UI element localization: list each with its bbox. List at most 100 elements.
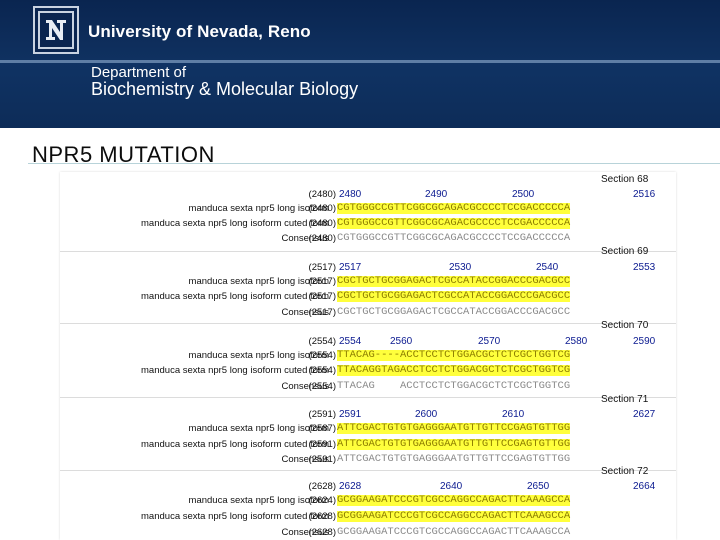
- position-number: 2570: [478, 336, 501, 347]
- position-row: (2517) 2517 2530 2540 2553: [60, 262, 676, 273]
- sequence-label: manduca sexta npr5 long isoform cuted fo…: [141, 218, 329, 229]
- consensus-label: Consensus: [281, 381, 329, 392]
- alignment-section: Section 69 (2517) 2517 2530 2540 2553 ma…: [60, 246, 676, 323]
- sequence-row: manduca sexta npr5 long isoform cuted fo…: [60, 291, 676, 302]
- section-label: Section 68: [601, 174, 649, 185]
- department-line-1: Department of: [91, 64, 187, 81]
- position-number: 2627: [633, 409, 656, 420]
- department-line-2: Biochemistry & Molecular Biology: [91, 79, 359, 99]
- sequence-label: manduca sexta npr5 long isoform: [188, 350, 329, 361]
- university-name: University of Nevada, Reno: [88, 22, 311, 41]
- position-number: 2628: [339, 481, 362, 492]
- row-start-number: (2517): [308, 291, 336, 302]
- header-banner: University of Nevada, Reno Department of…: [0, 0, 720, 128]
- sequence-label: manduca sexta npr5 long isoform cuted fo…: [141, 511, 329, 522]
- consensus-residues: GCGGAAGATCCCGTCGCCAGGCCAGACTTCAAAGCCA: [337, 526, 571, 538]
- row-start-number: (2624): [308, 495, 336, 506]
- consensus-row: Consensus (2517) CGCTGCTGCGGAGACTCGCCATA…: [60, 306, 676, 319]
- alignment-section: Section 68 (2480) 2480 2490 2500 2516 ma…: [60, 174, 676, 251]
- sequence-residues: CGTGGGCCGTTCGGCGCAGACGCCCCTCCGACCCCCA: [337, 217, 571, 229]
- consensus-label: Consensus: [281, 527, 329, 538]
- sequence-label: manduca sexta npr5 long isoform: [188, 203, 329, 214]
- section-label: Section 71: [601, 394, 649, 405]
- row-start-number: (2591): [308, 454, 336, 465]
- slide-title: NPR5 MUTATION: [32, 142, 215, 167]
- sequence-row: manduca sexta npr5 long isoform cuted fo…: [60, 439, 676, 450]
- row-start-number: (2591): [308, 439, 336, 450]
- sequence-residues: TTACAGGTAGACCTCCTCTGGACGCTCTCGCTGGTCG: [337, 364, 571, 376]
- position-number: 2600: [415, 409, 438, 420]
- consensus-row: Consensus (2480) CGTGGGCCGTTCGGCGCAGACGC…: [60, 232, 676, 245]
- sequence-row: manduca sexta npr5 long isoform (2587) A…: [60, 423, 676, 434]
- sequence-row: manduca sexta npr5 long isoform (2517) C…: [60, 276, 676, 287]
- sequence-row: manduca sexta npr5 long isoform cuted fo…: [60, 365, 676, 376]
- row-start-number: (2587): [308, 423, 336, 434]
- sequence-alignment-panel: Section 68 (2480) 2480 2490 2500 2516 ma…: [60, 172, 676, 540]
- position-number: 2490: [425, 189, 448, 200]
- position-number: 2650: [527, 481, 550, 492]
- row-start-number: (2554): [308, 350, 336, 361]
- sequence-residues: ATTCGACTGTGTGAGGGAATGTTGTTCCGAGTGTTGG: [337, 438, 571, 450]
- sequence-residues: CGCTGCTGCGGAGACTCGCCATACCGGACCCGACGCC: [337, 275, 571, 287]
- row-start-number: (2628): [308, 481, 336, 492]
- banner-top-band: [0, 0, 720, 60]
- position-number: 2554: [339, 336, 362, 347]
- position-row: (2554) 2554 2560 2570 2580 2590: [60, 336, 676, 347]
- sequence-label: manduca sexta npr5 long isoform cuted fo…: [141, 439, 329, 450]
- sequence-row: manduca sexta npr5 long isoform (2554) T…: [60, 350, 676, 361]
- position-row: (2591) 2591 2600 2610 2627: [60, 409, 676, 420]
- row-start-number: (2554): [308, 381, 336, 392]
- row-start-number: (2554): [308, 365, 336, 376]
- row-start-number: (2480): [308, 233, 336, 244]
- banner-divider: [0, 60, 720, 63]
- sequence-residues: ATTCGACTGTGTGAGGGAATGTTGTTCCGAGTGTTGG: [337, 422, 571, 434]
- university-n-logo-icon: [33, 6, 79, 54]
- alignment-section: Section 71 (2591) 2591 2600 2610 2627 ma…: [60, 394, 676, 471]
- section-label: Section 69: [601, 246, 649, 257]
- alignment-section: Section 72 (2628) 2628 2640 2650 2664 ma…: [60, 466, 676, 540]
- consensus-label: Consensus: [281, 233, 329, 244]
- consensus-row: Consensus (2554) TTACAG ACCTCCTCTGGACGCT…: [60, 380, 676, 393]
- position-number: 2553: [633, 262, 656, 273]
- consensus-residues: CGCTGCTGCGGAGACTCGCCATACCGGACCCGACGCC: [337, 306, 571, 318]
- sequence-label: manduca sexta npr5 long isoform: [188, 495, 329, 506]
- alignment-section: Section 70 (2554) 2554 2560 2570 2580 25…: [60, 320, 676, 397]
- position-number: 2530: [449, 262, 472, 273]
- consensus-residues: TTACAG ACCTCCTCTGGACGCTCTCGCTGGTCG: [337, 380, 571, 392]
- position-number: 2480: [339, 189, 362, 200]
- position-number: 2664: [633, 481, 656, 492]
- consensus-label: Consensus: [281, 454, 329, 465]
- position-row: (2480) 2480 2490 2500 2516: [60, 189, 676, 200]
- position-number: 2560: [390, 336, 413, 347]
- sequence-residues: GCGGAAGATCCCGTCGCCAGGCCAGACTTCAAAGCCA: [337, 494, 571, 506]
- row-start-number: (2554): [308, 336, 336, 347]
- consensus-row: Consensus (2591) ATTCGACTGTGTGAGGGAATGTT…: [60, 454, 676, 466]
- title-underline: [28, 163, 720, 164]
- sequence-residues: CGTGGGCCGTTCGGCGCAGACGCCCCTCCGACCCCCA: [337, 202, 571, 214]
- position-number: 2517: [339, 262, 362, 273]
- position-number: 2516: [633, 189, 656, 200]
- sequence-residues: GCGGAAGATCCCGTCGCCAGGCCAGACTTCAAAGCCA: [337, 510, 571, 522]
- consensus-residues: CGTGGGCCGTTCGGCGCAGACGCCCCTCCGACCCCCA: [337, 232, 571, 244]
- row-start-number: (2628): [308, 527, 336, 538]
- sequence-residues: CGCTGCTGCGGAGACTCGCCATACCGGACCCGACGCC: [337, 290, 571, 302]
- sequence-label: manduca sexta npr5 long isoform cuted fo…: [141, 291, 329, 302]
- section-divider: [60, 251, 676, 252]
- position-number: 2500: [512, 189, 535, 200]
- row-start-number: (2517): [308, 262, 336, 273]
- row-start-number: (2517): [308, 307, 336, 318]
- sequence-label: manduca sexta npr5 long isoform: [188, 276, 329, 287]
- position-number: 2540: [536, 262, 559, 273]
- row-start-number: (2517): [308, 276, 336, 287]
- row-start-number: (2480): [308, 189, 336, 200]
- sequence-row: manduca sexta npr5 long isoform cuted fo…: [60, 218, 676, 229]
- sequence-label: manduca sexta npr5 long isoform cuted fo…: [141, 365, 329, 376]
- position-number: 2590: [633, 336, 656, 347]
- row-start-number: (2628): [308, 511, 336, 522]
- section-divider: [60, 470, 676, 471]
- position-number: 2591: [339, 409, 362, 420]
- section-divider: [60, 323, 676, 324]
- row-start-number: (2480): [308, 203, 336, 214]
- sequence-residues: TTACAG----ACCTCCTCTGGACGCTCTCGCTGGTCG: [337, 349, 571, 361]
- section-label: Section 70: [601, 320, 649, 331]
